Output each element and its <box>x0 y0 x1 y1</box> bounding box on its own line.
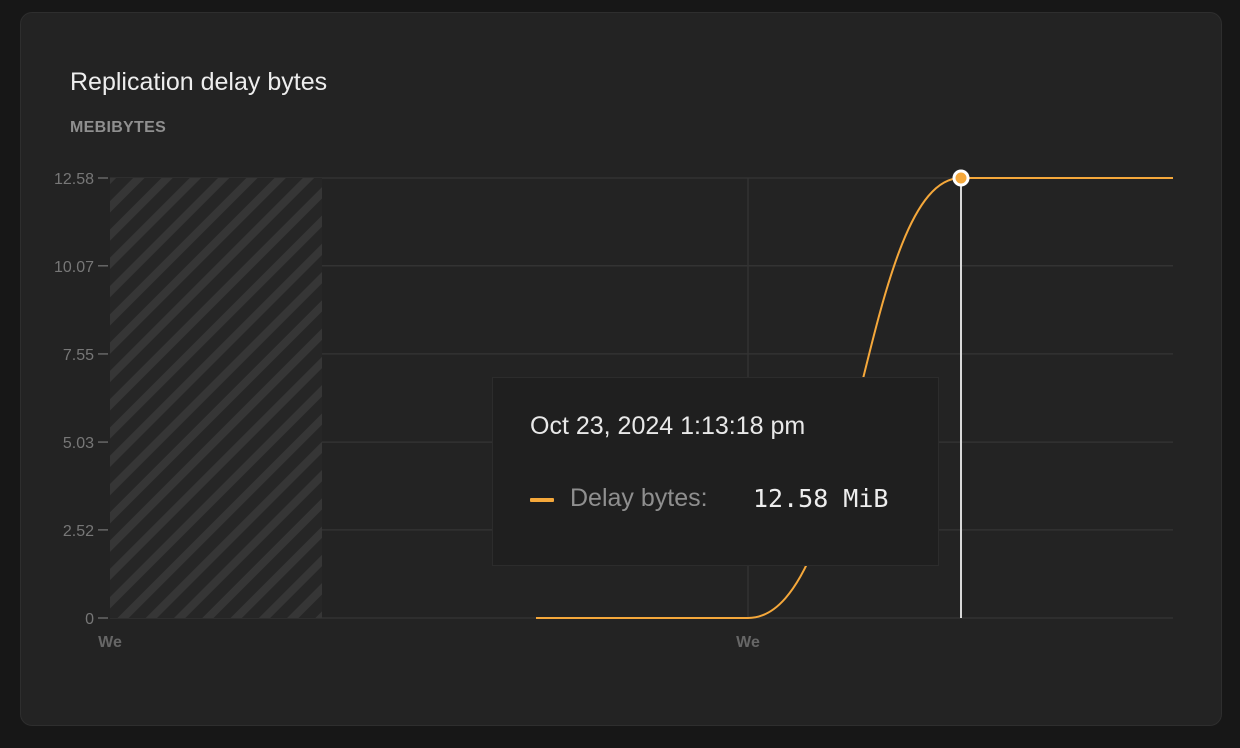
tooltip-series-label: Delay bytes: <box>570 484 708 512</box>
tooltip: Oct 23, 2024 1:13:18 pm Delay bytes: 12.… <box>492 377 939 566</box>
x-tick-label: We <box>98 634 122 651</box>
tooltip-value: 12.58 MiB <box>753 484 889 513</box>
x-tick-label: We <box>736 634 760 651</box>
y-tick-label: 12.58 <box>54 171 94 188</box>
y-tick-label: 0 <box>85 611 94 628</box>
chart-title: Replication delay bytes <box>70 68 328 96</box>
tooltip-date: Oct 23, 2024 1:13:18 pm <box>530 412 806 440</box>
y-tick-label: 5.03 <box>63 435 94 452</box>
y-tick-label: 10.07 <box>54 259 94 276</box>
y-tick-label: 7.55 <box>63 347 94 364</box>
tooltip-series-swatch <box>530 498 554 502</box>
y-tick-label: 2.52 <box>63 523 94 540</box>
hover-point[interactable] <box>952 169 970 187</box>
no-data-region <box>110 178 322 618</box>
unit-label: MEBIBYTES <box>70 119 167 136</box>
